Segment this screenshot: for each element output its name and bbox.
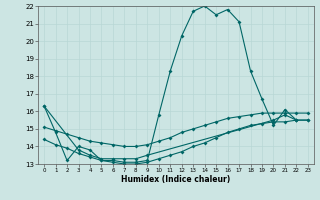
- X-axis label: Humidex (Indice chaleur): Humidex (Indice chaleur): [121, 175, 231, 184]
